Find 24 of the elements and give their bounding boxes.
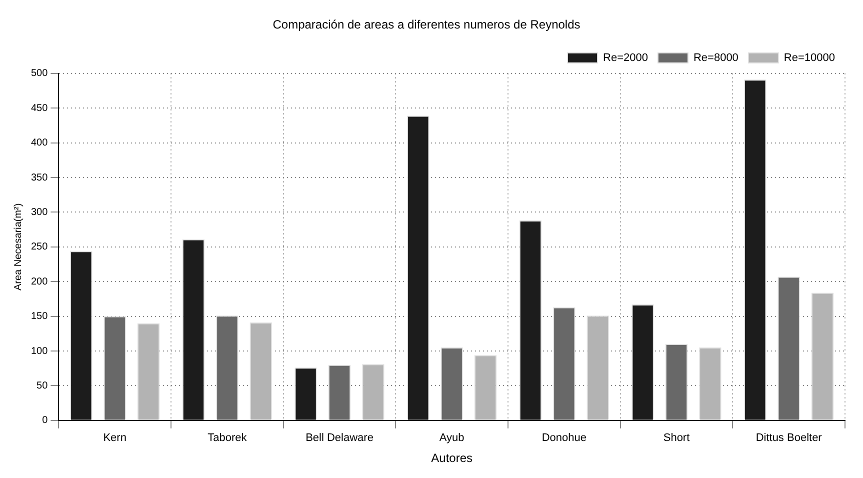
y-tick-label: 100 (30, 346, 48, 357)
y-tick-label: 350 (30, 172, 48, 184)
y-tick-label: 450 (30, 102, 48, 114)
y-tick-label: 150 (30, 311, 48, 322)
x-tick-label: Dittus Boelter (756, 432, 822, 444)
x-axis-title: Autores (431, 451, 473, 466)
legend-label: Re=8000 (693, 52, 738, 64)
y-tick-label: 500 (30, 68, 48, 80)
y-tick-label: 0 (42, 415, 48, 426)
legend-label: Re=10000 (784, 52, 836, 64)
x-tick-label: Ayub (439, 432, 464, 444)
y-tick-label: 400 (30, 138, 48, 149)
chart-title: Comparación de areas a diferentes numeros de Reynolds (272, 18, 580, 32)
y-tick-label: 250 (30, 242, 48, 253)
x-tick-label: Donohue (542, 432, 586, 444)
x-tick-label: Bell Delaware (306, 432, 374, 444)
x-tick-label: Taborek (208, 432, 248, 444)
legend-label: Re=2000 (603, 52, 648, 64)
y-tick-label: 300 (30, 206, 48, 218)
y-tick-label: 200 (30, 276, 48, 288)
y-axis-title: Area Necesaria(m²) (12, 203, 24, 291)
y-tick-label: 50 (36, 380, 48, 392)
x-tick-label: Kern (103, 432, 126, 444)
x-tick-label: Short (663, 432, 690, 444)
